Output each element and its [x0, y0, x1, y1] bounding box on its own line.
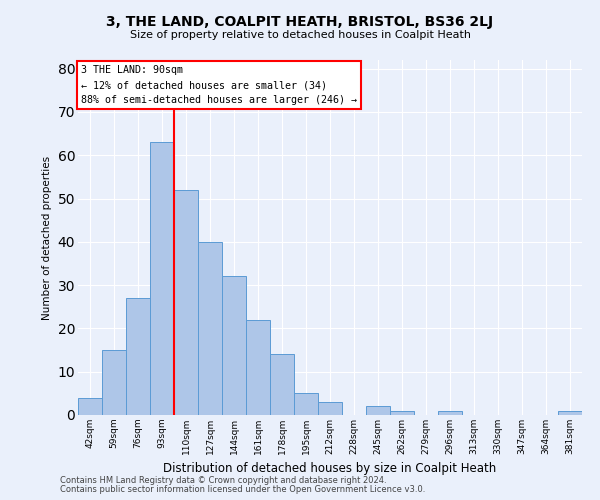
Bar — [246, 320, 270, 415]
Bar — [174, 190, 198, 415]
Y-axis label: Number of detached properties: Number of detached properties — [42, 156, 52, 320]
Text: Size of property relative to detached houses in Coalpit Heath: Size of property relative to detached ho… — [130, 30, 470, 40]
Bar — [126, 298, 150, 415]
X-axis label: Distribution of detached houses by size in Coalpit Heath: Distribution of detached houses by size … — [163, 462, 497, 475]
Bar — [150, 142, 174, 415]
Bar — [78, 398, 102, 415]
Text: Contains HM Land Registry data © Crown copyright and database right 2024.: Contains HM Land Registry data © Crown c… — [60, 476, 386, 485]
Text: 3, THE LAND, COALPIT HEATH, BRISTOL, BS36 2LJ: 3, THE LAND, COALPIT HEATH, BRISTOL, BS3… — [106, 15, 494, 29]
Bar — [366, 406, 390, 415]
Bar — [318, 402, 342, 415]
Bar — [222, 276, 246, 415]
Bar — [558, 410, 582, 415]
Bar — [198, 242, 222, 415]
Text: 3 THE LAND: 90sqm
← 12% of detached houses are smaller (34)
88% of semi-detached: 3 THE LAND: 90sqm ← 12% of detached hous… — [80, 66, 356, 105]
Bar — [294, 394, 318, 415]
Bar — [438, 410, 462, 415]
Bar — [270, 354, 294, 415]
Text: Contains public sector information licensed under the Open Government Licence v3: Contains public sector information licen… — [60, 485, 425, 494]
Bar — [102, 350, 126, 415]
Bar — [390, 410, 414, 415]
